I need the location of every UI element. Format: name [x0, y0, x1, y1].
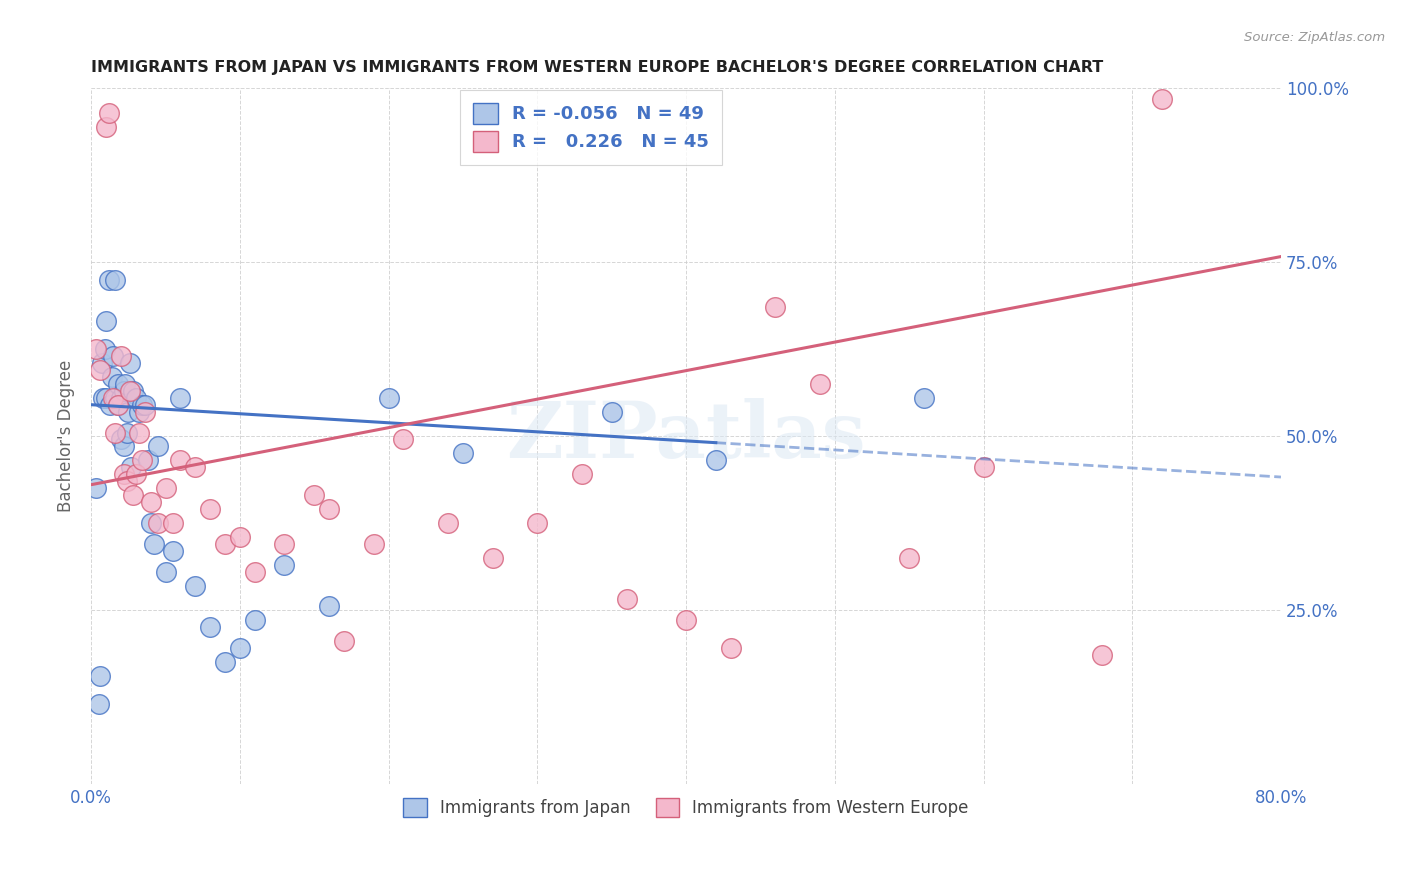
Point: [243, 565, 266, 579]
Point: [912, 391, 935, 405]
Point: [229, 641, 252, 656]
Point: [84, 342, 107, 356]
Point: [198, 502, 221, 516]
Point: [104, 272, 127, 286]
Point: [128, 405, 150, 419]
Point: [333, 634, 356, 648]
Point: [451, 446, 474, 460]
Point: [146, 439, 169, 453]
Point: [84, 481, 107, 495]
Point: [162, 516, 184, 530]
Point: [318, 599, 340, 614]
Point: [93, 342, 115, 356]
Point: [363, 537, 385, 551]
Point: [1150, 92, 1173, 106]
Point: [94, 314, 117, 328]
Point: [110, 349, 132, 363]
Point: [89, 363, 111, 377]
Point: [571, 467, 593, 482]
Point: [139, 516, 162, 530]
Point: [112, 439, 135, 453]
Point: [100, 398, 122, 412]
Point: [184, 578, 207, 592]
Point: [162, 543, 184, 558]
Point: [120, 460, 142, 475]
Point: [121, 488, 143, 502]
Point: [91, 391, 114, 405]
Point: [110, 391, 132, 405]
Point: [1091, 648, 1114, 662]
Point: [973, 460, 995, 475]
Point: [125, 391, 148, 405]
Point: [101, 370, 124, 384]
Text: Source: ZipAtlas.com: Source: ZipAtlas.com: [1244, 31, 1385, 45]
Point: [94, 391, 117, 405]
Text: ZIPatlas: ZIPatlas: [506, 398, 866, 474]
Point: [89, 669, 111, 683]
Point: [481, 550, 503, 565]
Point: [808, 376, 831, 391]
Point: [125, 467, 148, 482]
Point: [155, 481, 177, 495]
Point: [273, 537, 295, 551]
Point: [87, 697, 110, 711]
Point: [115, 425, 138, 440]
Point: [273, 558, 295, 572]
Point: [142, 537, 165, 551]
Point: [139, 495, 162, 509]
Point: [136, 453, 159, 467]
Point: [377, 391, 399, 405]
Point: [118, 356, 141, 370]
Point: [600, 405, 623, 419]
Point: [184, 460, 207, 475]
Point: [198, 620, 221, 634]
Point: [128, 425, 150, 440]
Point: [118, 384, 141, 398]
Point: [720, 641, 742, 656]
Point: [103, 391, 125, 405]
Text: IMMIGRANTS FROM JAPAN VS IMMIGRANTS FROM WESTERN EUROPE BACHELOR'S DEGREE CORREL: IMMIGRANTS FROM JAPAN VS IMMIGRANTS FROM…: [91, 60, 1104, 75]
Legend: Immigrants from Japan, Immigrants from Western Europe: Immigrants from Japan, Immigrants from W…: [396, 791, 976, 824]
Point: [616, 592, 638, 607]
Point: [243, 613, 266, 627]
Point: [104, 391, 127, 405]
Point: [110, 433, 132, 447]
Point: [146, 516, 169, 530]
Point: [131, 398, 153, 412]
Point: [112, 384, 135, 398]
Point: [112, 467, 135, 482]
Point: [107, 398, 129, 412]
Point: [302, 488, 325, 502]
Point: [169, 391, 191, 405]
Point: [763, 301, 786, 315]
Point: [229, 530, 252, 544]
Point: [318, 502, 340, 516]
Point: [131, 453, 153, 467]
Point: [392, 433, 415, 447]
Point: [526, 516, 548, 530]
Point: [94, 120, 117, 134]
Point: [90, 356, 112, 370]
Point: [169, 453, 191, 467]
Y-axis label: Bachelor's Degree: Bachelor's Degree: [58, 359, 75, 512]
Point: [114, 376, 136, 391]
Point: [155, 565, 177, 579]
Point: [103, 349, 125, 363]
Point: [214, 655, 236, 669]
Point: [98, 105, 121, 120]
Point: [214, 537, 236, 551]
Point: [134, 405, 156, 419]
Point: [104, 425, 127, 440]
Point: [107, 398, 129, 412]
Point: [121, 384, 143, 398]
Point: [98, 272, 121, 286]
Point: [115, 474, 138, 488]
Point: [704, 453, 727, 467]
Point: [134, 398, 156, 412]
Point: [117, 405, 139, 419]
Point: [437, 516, 460, 530]
Point: [107, 376, 129, 391]
Point: [675, 613, 697, 627]
Point: [898, 550, 921, 565]
